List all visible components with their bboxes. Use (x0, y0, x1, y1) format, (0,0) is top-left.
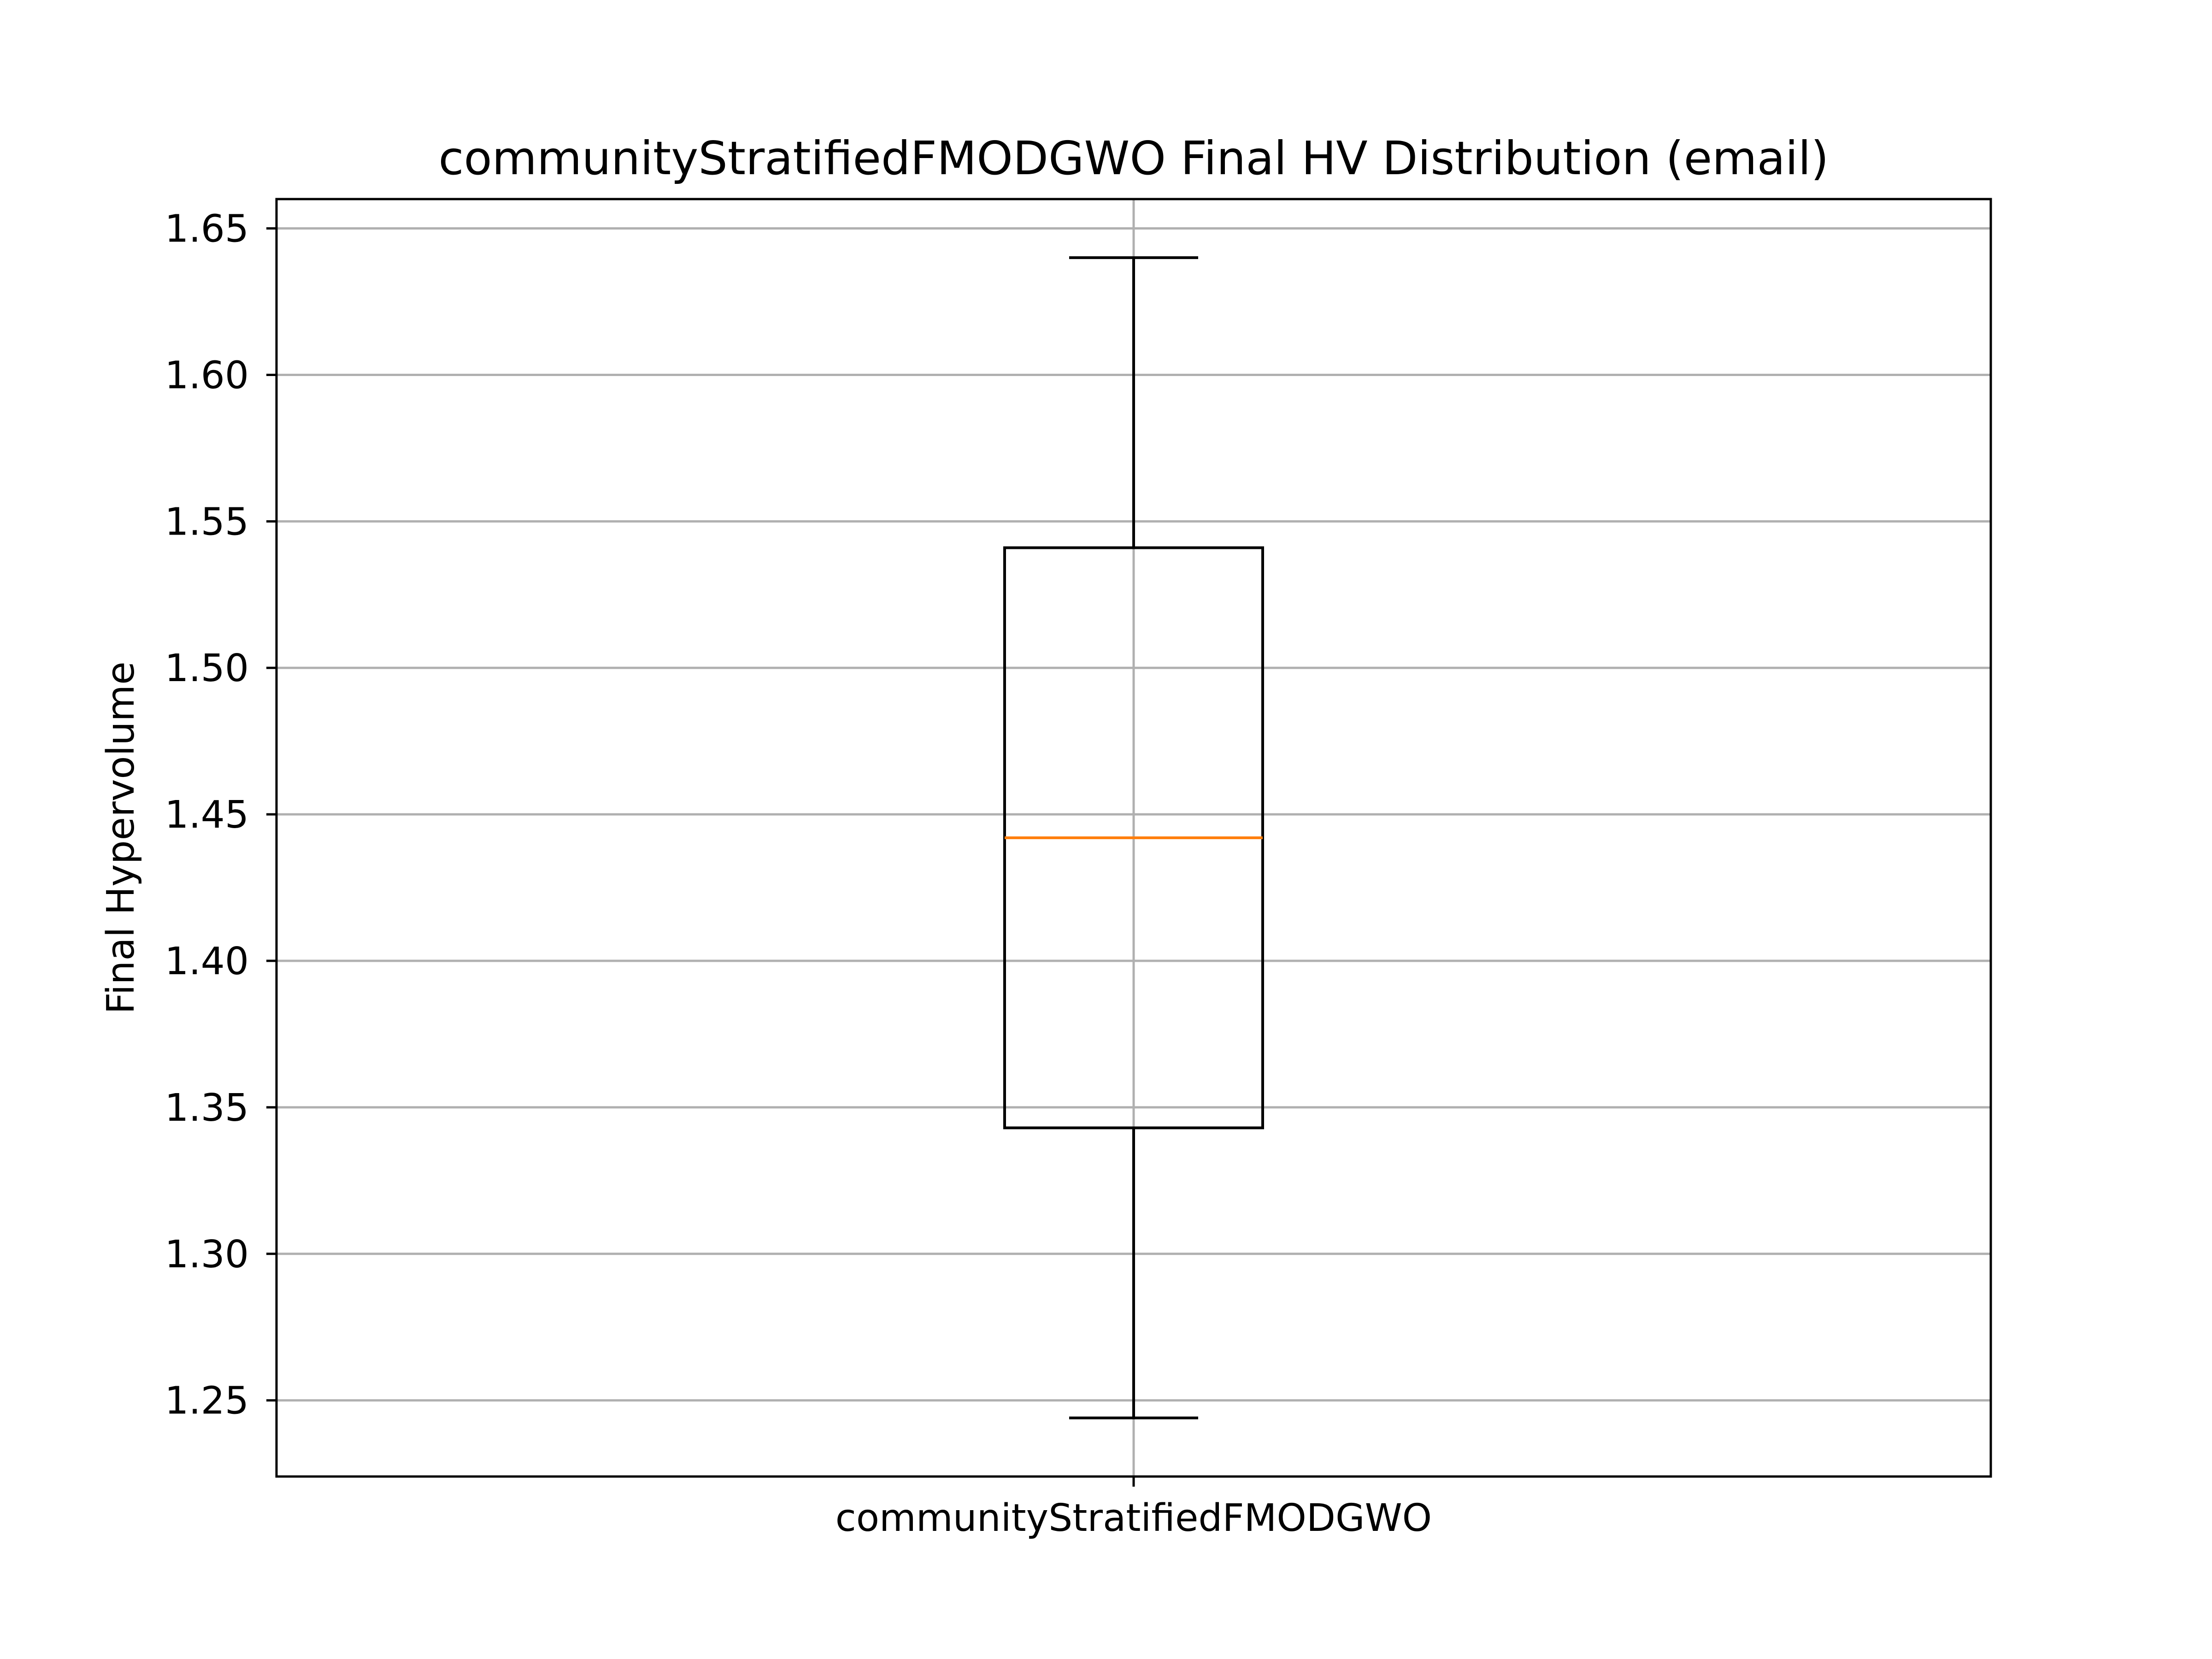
y-tick-label: 1.30 (165, 1233, 249, 1277)
y-tick-label: 1.55 (165, 500, 249, 544)
x-tick-label: communityStratifiedFMODGWO (835, 1496, 1432, 1540)
y-tick-label: 1.65 (165, 207, 249, 251)
x-axis-ticks: communityStratifiedFMODGWO (835, 1477, 1432, 1540)
box-plot-group (1003, 256, 1264, 1419)
chart-title: communityStratifiedFMODGWO Final HV Dist… (439, 131, 1829, 185)
y-tick-label: 1.50 (165, 647, 249, 690)
y-tick-label: 1.60 (165, 353, 249, 397)
y-tick-label: 1.45 (165, 793, 249, 837)
box-plot-series (1003, 256, 1264, 1419)
y-axis-label: Final Hypervolume (99, 661, 143, 1014)
y-axis-ticks: 1.25 1.30 1.35 1.40 1.45 1.50 1.55 1.60 1.65 (165, 207, 276, 1423)
y-tick-label: 1.40 (165, 940, 249, 983)
y-tick-label: 1.35 (165, 1086, 249, 1130)
y-tick-label: 1.25 (165, 1379, 249, 1423)
